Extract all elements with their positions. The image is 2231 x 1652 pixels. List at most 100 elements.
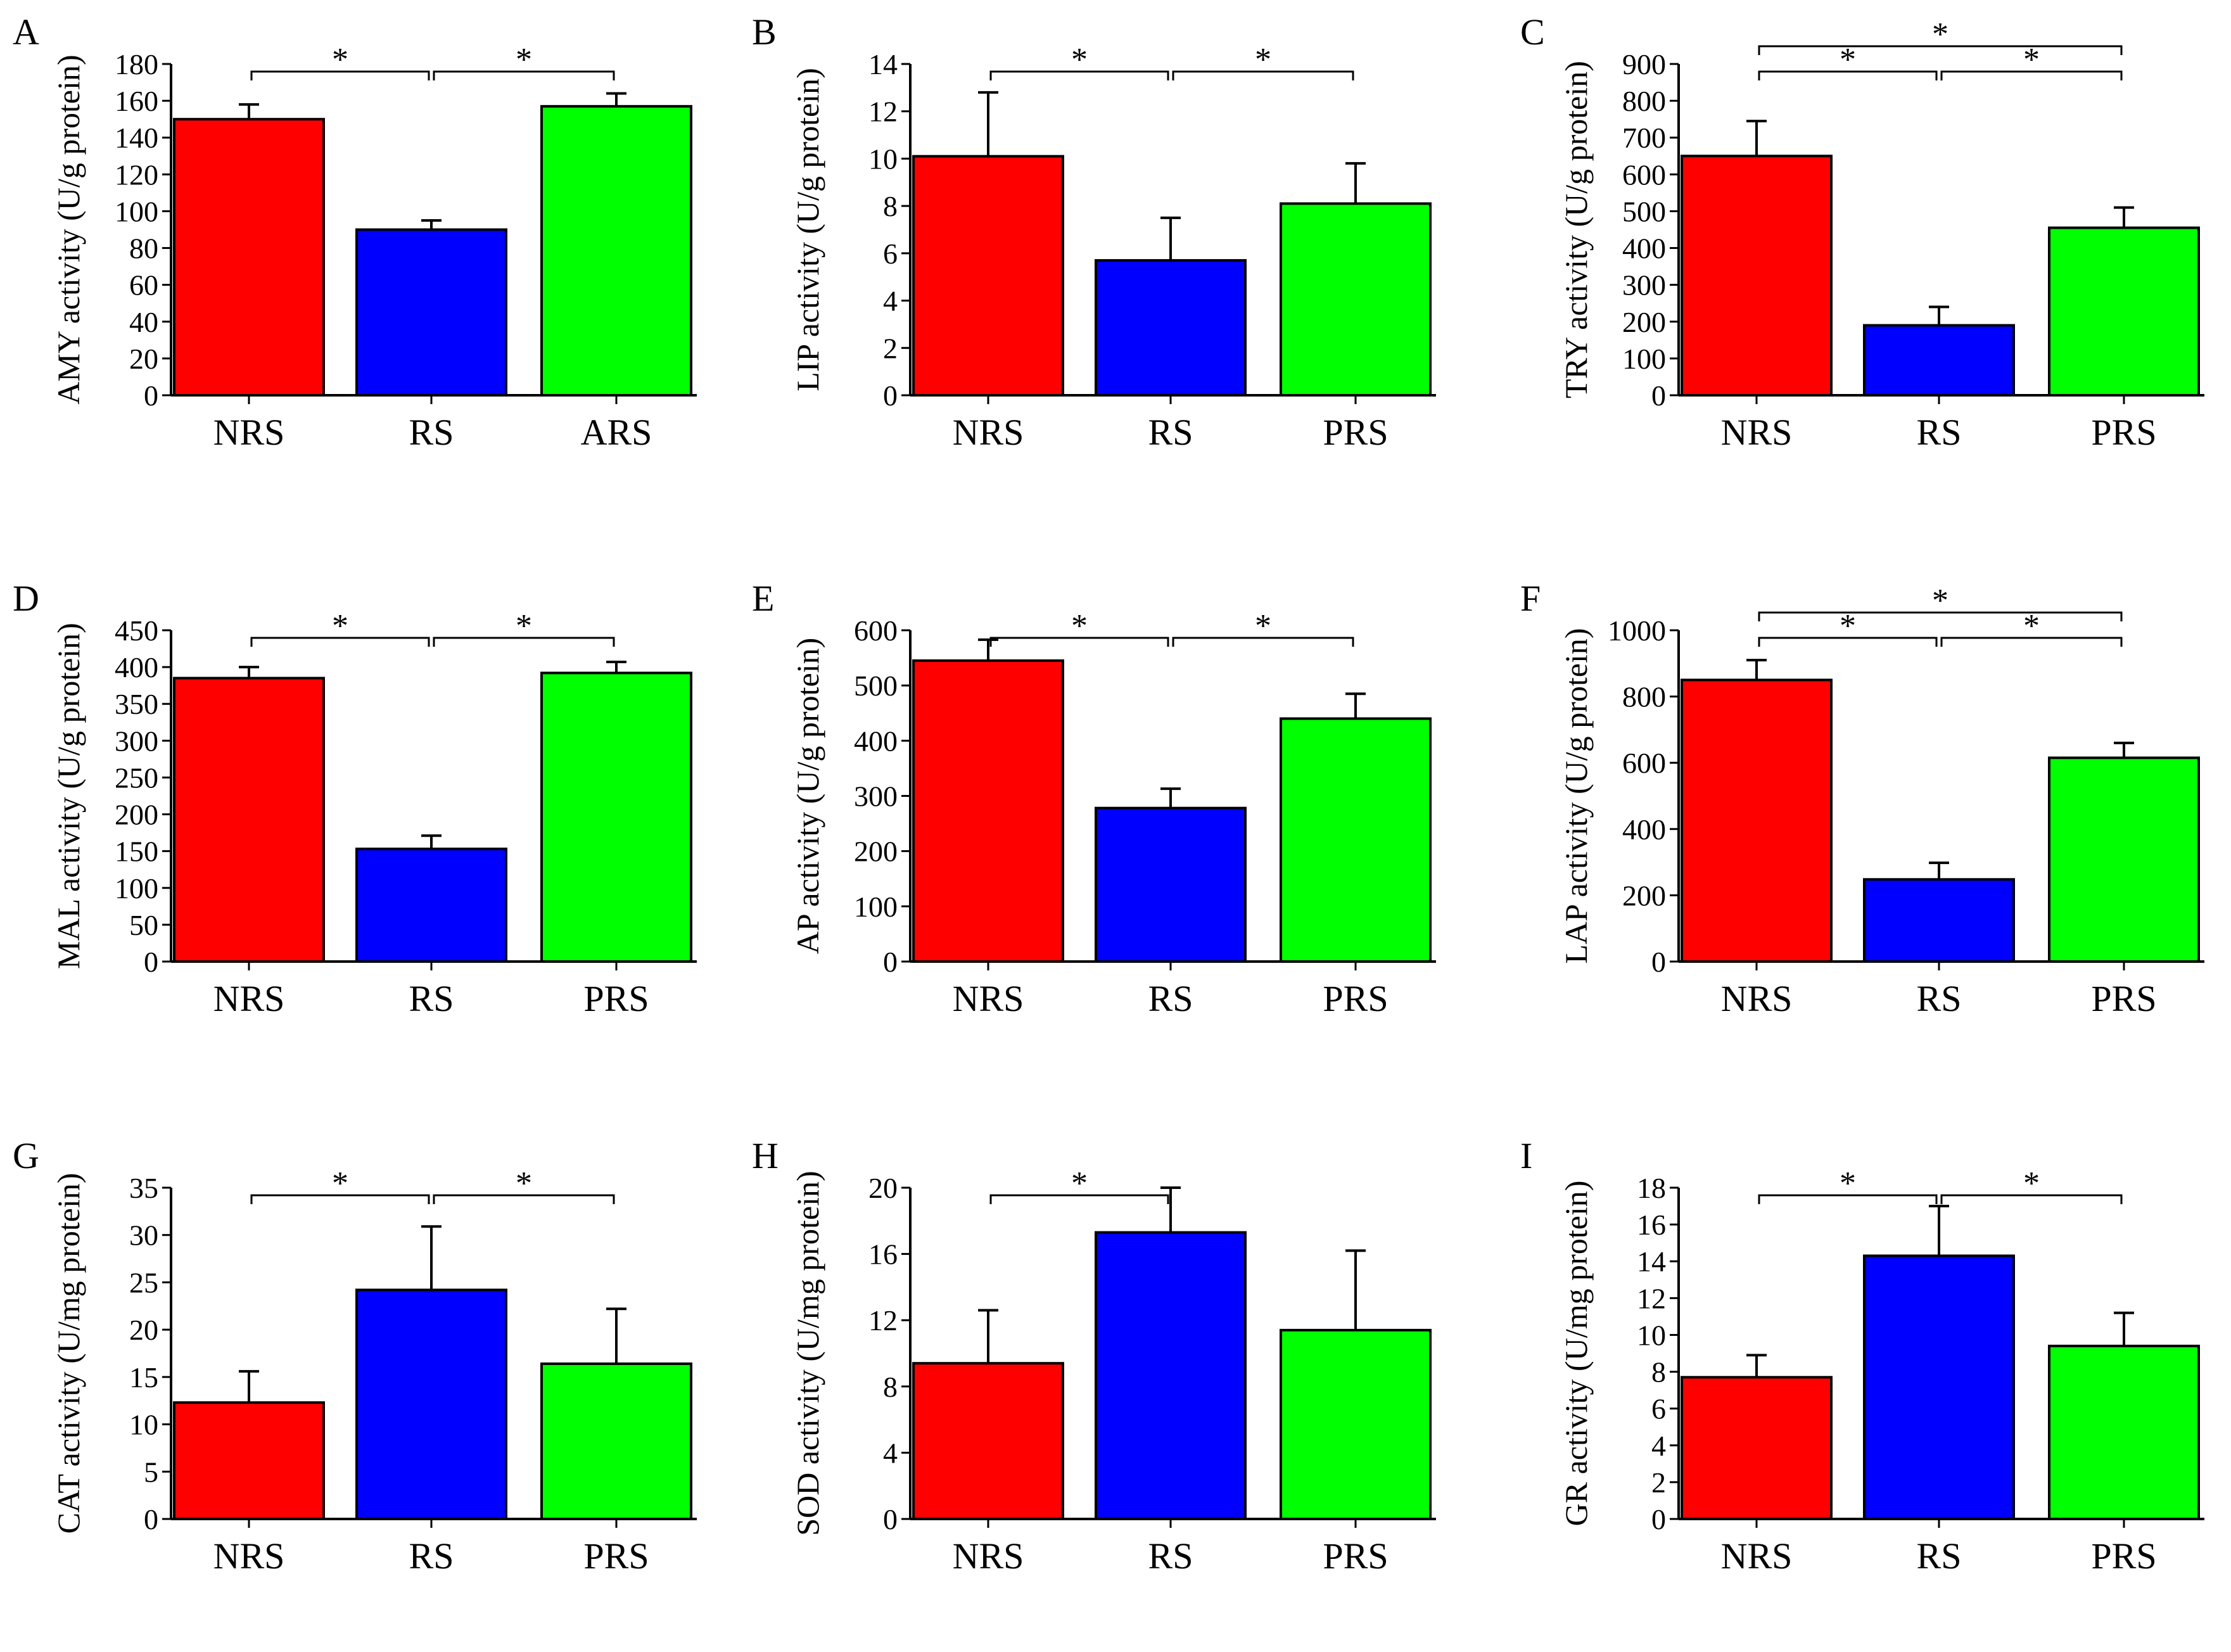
panel-letter: B (752, 11, 777, 53)
y-tick-label: 200 (854, 836, 898, 868)
significance-bracket (1758, 1194, 1938, 1204)
y-tick-label: 250 (115, 761, 158, 794)
y-tick-label: 18 (1637, 1172, 1666, 1204)
x-tick-label: PRS (583, 978, 649, 1019)
x-tick-label: RS (1148, 412, 1193, 453)
y-axis-label: MAL activity (U/g protein) (51, 623, 86, 969)
significance-marker: * (1071, 608, 1088, 644)
bar-PRS (1280, 717, 1432, 963)
y-axis-label: AMY activity (U/g protein) (51, 54, 86, 404)
y-tick-label: 6 (883, 238, 898, 270)
x-tick-label: RS (1917, 1535, 1962, 1577)
y-tick-label: 300 (1622, 269, 1666, 302)
y-tick-label: 6 (1651, 1393, 1666, 1425)
y-tick-label: 100 (115, 872, 158, 905)
significance-bracket (1172, 70, 1354, 80)
x-tick-label: NRS (213, 1535, 285, 1577)
bar-RS (1095, 1231, 1247, 1520)
x-tick-label: PRS (2091, 1535, 2156, 1577)
panel-letter: I (1520, 1135, 1532, 1176)
significance-marker: * (1840, 1166, 1856, 1202)
y-tick-label: 12 (1637, 1282, 1666, 1314)
y-tick-label: 10 (129, 1409, 158, 1441)
y-tick-label: 80 (129, 232, 158, 265)
x-tick-label: PRS (583, 1535, 649, 1577)
significance-bracket (250, 637, 430, 647)
panel-letter: C (1520, 11, 1545, 53)
bar-RS (1863, 1254, 2015, 1520)
x-tick-label: RS (1917, 412, 1962, 453)
y-tick-label: 25 (129, 1266, 158, 1299)
y-tick-label: 50 (129, 909, 158, 941)
bar-PRS (540, 671, 692, 963)
panel-letter: H (752, 1135, 779, 1176)
x-tick-label: PRS (1323, 978, 1388, 1019)
x-tick-label: NRS (953, 1535, 1024, 1577)
significance-marker: * (1255, 42, 1271, 78)
y-tick-label: 12 (868, 1304, 898, 1337)
bar-RS (1095, 259, 1247, 397)
y-tick-label: 450 (115, 614, 158, 647)
y-tick-label: 500 (1622, 195, 1666, 227)
bar-PRS (1280, 1328, 1432, 1520)
significance-bracket (1758, 70, 1938, 80)
panel-I: I NRS RS PRS 0 2 4 6 8 10 12 14 16 18 GR activity (U/m… (1520, 1135, 2204, 1577)
bar-NRS (912, 659, 1064, 963)
y-tick-label: 900 (1622, 48, 1666, 80)
y-tick-label: 100 (1622, 343, 1666, 375)
y-tick-label: 0 (883, 1503, 898, 1535)
y-tick-label: 0 (883, 946, 898, 978)
significance-bracket (250, 70, 430, 80)
significance-marker: * (2023, 42, 2040, 78)
y-tick-label: 600 (1622, 158, 1666, 191)
bar-RS (355, 1288, 507, 1520)
significance-marker: * (2023, 1166, 2040, 1202)
y-tick-label: 140 (115, 122, 158, 154)
significance-marker: * (1071, 42, 1088, 78)
panel-letter: A (13, 11, 39, 53)
bar-PRS (540, 1362, 692, 1520)
x-tick-label: ARS (581, 412, 652, 453)
y-tick-label: 120 (115, 158, 158, 191)
x-tick-label: RS (1917, 978, 1962, 1019)
y-tick-label: 14 (868, 48, 898, 80)
significance-marker: * (2023, 608, 2040, 644)
y-axis-label: CAT activity (U/mg protein) (51, 1173, 86, 1534)
x-tick-label: PRS (1323, 1535, 1388, 1577)
y-tick-label: 4 (1651, 1430, 1666, 1462)
x-tick-label: NRS (213, 412, 285, 453)
significance-marker: * (1255, 608, 1271, 644)
y-tick-label: 180 (115, 48, 158, 80)
bar-PRS (2048, 1344, 2200, 1520)
significance-bracket (1940, 637, 2123, 647)
significance-marker: * (1932, 16, 1948, 53)
y-tick-label: 400 (854, 725, 898, 757)
significance-bracket (433, 70, 615, 80)
y-tick-label: 60 (129, 269, 158, 302)
x-tick-label: PRS (2091, 978, 2156, 1019)
significance-bracket (989, 70, 1169, 80)
y-tick-label: 40 (129, 306, 158, 338)
y-tick-label: 12 (868, 96, 898, 128)
y-tick-label: 0 (1651, 379, 1666, 412)
significance-bracket (1940, 1194, 2123, 1204)
x-tick-label: PRS (2091, 412, 2156, 453)
bar-NRS (1681, 678, 1833, 963)
y-tick-label: 20 (868, 1172, 898, 1204)
significance-bracket (250, 1194, 430, 1204)
y-tick-label: 200 (1622, 306, 1666, 338)
y-tick-label: 700 (1622, 122, 1666, 154)
panel-B: B NRS RS PRS 0 2 4 6 8 10 12 14 LIP activity (U/g pr… (752, 11, 1436, 453)
y-tick-label: 1000 (1608, 614, 1666, 647)
y-tick-label: 8 (1651, 1356, 1666, 1388)
y-tick-label: 8 (883, 1371, 898, 1403)
bar-PRS (2048, 756, 2200, 963)
y-tick-label: 100 (115, 195, 158, 227)
y-tick-label: 2 (883, 332, 898, 364)
x-tick-label: RS (1148, 978, 1193, 1019)
y-tick-label: 0 (144, 946, 158, 978)
significance-marker: * (516, 42, 532, 78)
significance-bracket (1172, 637, 1354, 647)
y-tick-label: 20 (129, 1314, 158, 1346)
y-tick-label: 2 (1651, 1466, 1666, 1499)
